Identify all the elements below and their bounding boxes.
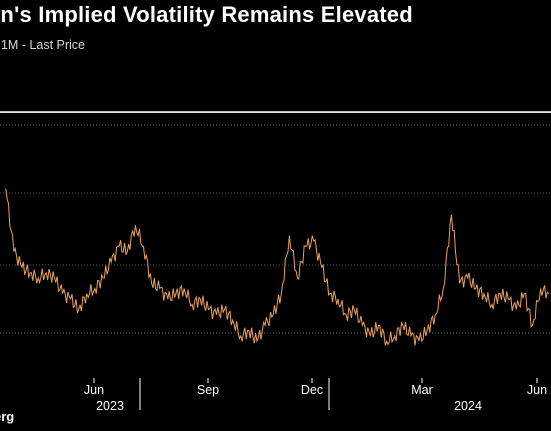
source-label: erg [0, 409, 15, 424]
x-tick-label: Sep [197, 383, 219, 397]
x-axis-labels: Jun Sep Dec Mar Jun [84, 383, 547, 397]
x-year-label: 2023 [96, 399, 124, 413]
x-tick-label: Jun [84, 383, 104, 397]
chart-subtitle: . 1M - Last Price [0, 38, 85, 52]
x-axis-ticks [93, 378, 538, 410]
grid-lines [0, 124, 551, 334]
x-year-label: 2024 [454, 399, 482, 413]
series-line [5, 188, 550, 346]
x-tick-label: Mar [411, 383, 433, 397]
chart-title: en's Implied Volatility Remains Elevated [0, 2, 413, 27]
x-tick-label: Jun [527, 383, 547, 397]
x-tick-label: Dec [301, 383, 323, 397]
x-axis-year-labels: 2023 2024 [96, 399, 482, 413]
